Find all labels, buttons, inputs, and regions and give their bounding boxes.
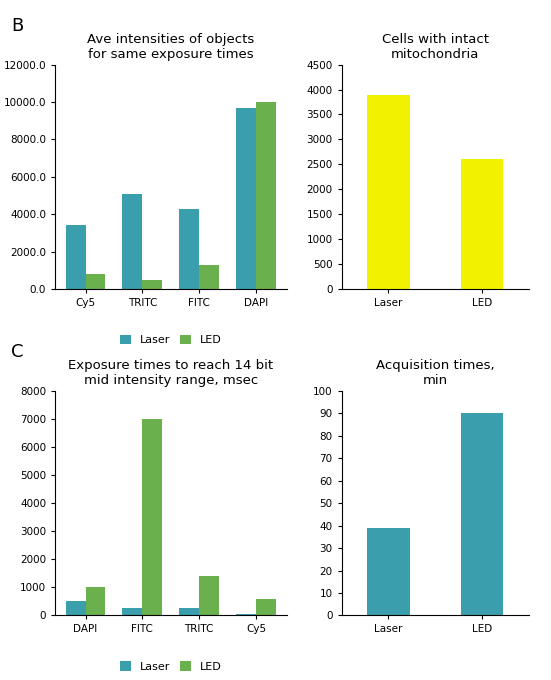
Bar (179, 209, 199, 289)
Legend: Laser, LED: Laser, LED (116, 330, 226, 350)
Text: C: C (11, 343, 24, 361)
Bar (461, 159, 503, 289)
Bar (142, 279, 163, 289)
Bar (461, 413, 503, 615)
Legend: Laser, LED: Laser, LED (116, 657, 226, 676)
Title: Cells with intact
mitochondria: Cells with intact mitochondria (382, 33, 489, 61)
Bar (179, 607, 199, 615)
Text: B: B (11, 17, 23, 35)
Bar (122, 609, 142, 615)
Bar (199, 265, 219, 289)
Title: Ave intensities of objects
for same exposure times: Ave intensities of objects for same expo… (87, 33, 255, 61)
Bar (368, 95, 409, 289)
Bar (122, 194, 142, 289)
Bar (85, 588, 105, 615)
Bar (256, 598, 276, 615)
Bar (66, 601, 85, 615)
Bar (236, 107, 256, 289)
Bar (85, 274, 105, 289)
Bar (368, 528, 409, 615)
Bar (236, 614, 256, 615)
Bar (142, 419, 163, 615)
Title: Exposure times to reach 14 bit
mid intensity range, msec: Exposure times to reach 14 bit mid inten… (68, 359, 273, 387)
Bar (199, 576, 219, 615)
Title: Acquisition times,
min: Acquisition times, min (376, 359, 495, 387)
Bar (66, 226, 85, 289)
Bar (256, 102, 276, 289)
